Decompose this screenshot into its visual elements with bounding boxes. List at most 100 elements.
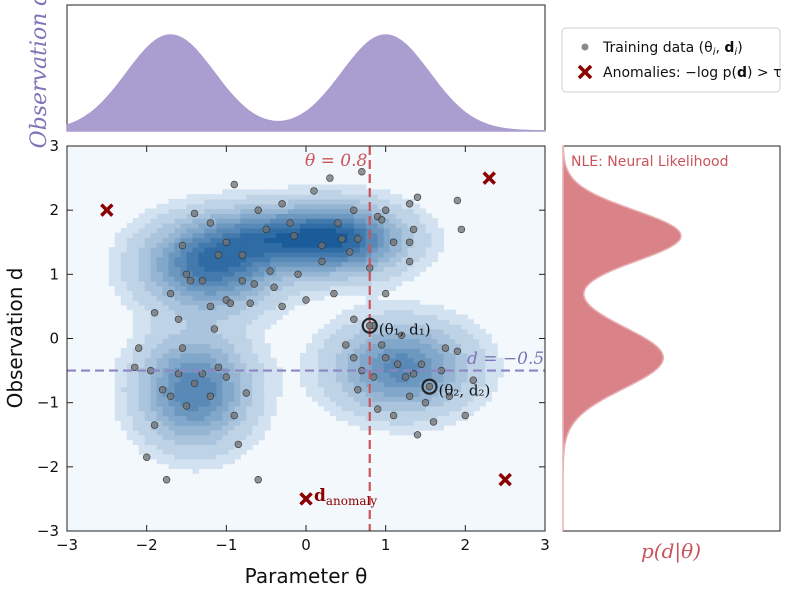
density-cell xyxy=(323,242,331,248)
density-cell xyxy=(359,261,367,267)
density-cell xyxy=(335,280,343,287)
density-cell xyxy=(144,275,152,282)
density-cell xyxy=(383,280,391,287)
density-cell xyxy=(270,357,277,364)
density-cell xyxy=(216,203,223,210)
density-cell xyxy=(192,338,200,344)
density-cell xyxy=(431,223,439,229)
density-cell xyxy=(449,391,456,397)
density-cell xyxy=(156,290,164,296)
density-cell xyxy=(180,295,188,301)
density-cell xyxy=(461,357,468,364)
density-cell xyxy=(311,203,319,210)
density-cell xyxy=(144,285,152,291)
density-cell xyxy=(216,194,223,200)
training-points xyxy=(131,168,477,484)
density-cell xyxy=(168,198,176,205)
density-cell xyxy=(204,275,211,282)
density-cell xyxy=(401,208,409,214)
training-point xyxy=(158,386,167,394)
density-cell xyxy=(479,401,486,407)
density-cell xyxy=(168,251,176,258)
density-cell xyxy=(311,352,319,359)
density-cell xyxy=(264,357,271,364)
density-cell xyxy=(329,247,337,253)
density-cell xyxy=(288,208,295,214)
density-cell xyxy=(353,319,361,325)
density-cell xyxy=(204,319,211,325)
density-cell xyxy=(192,420,200,426)
density-cell xyxy=(395,304,403,311)
density-cell xyxy=(228,194,235,200)
density-cell xyxy=(389,338,397,344)
density-cell xyxy=(335,410,343,417)
density-cell xyxy=(258,333,265,340)
training-point xyxy=(378,216,386,224)
density-cell xyxy=(270,194,277,200)
density-cell xyxy=(389,328,397,335)
density-cell xyxy=(317,271,325,277)
density-cell xyxy=(467,333,474,340)
npe-ylabel: Observation d xyxy=(27,0,52,148)
density-cell xyxy=(186,357,194,364)
density-cell xyxy=(174,237,182,243)
density-cell xyxy=(186,333,194,340)
density-cell xyxy=(228,309,235,316)
density-cell xyxy=(204,444,211,450)
density-cell xyxy=(407,381,415,388)
density-cell xyxy=(371,338,379,344)
density-cell xyxy=(252,275,259,282)
density-cell xyxy=(180,290,188,296)
density-cell xyxy=(449,415,456,421)
density-cell xyxy=(264,405,271,412)
density-cell xyxy=(317,391,325,397)
density-cell xyxy=(419,415,427,421)
density-cell xyxy=(359,309,367,316)
density-cell xyxy=(258,338,265,344)
density-cell xyxy=(180,429,188,436)
training-point xyxy=(417,360,426,368)
density-cell xyxy=(240,261,247,267)
density-cell xyxy=(180,304,188,311)
density-cell xyxy=(425,319,433,325)
density-cell xyxy=(300,357,307,364)
density-cell xyxy=(288,189,295,195)
density-cell xyxy=(282,309,289,316)
density-cell xyxy=(126,223,134,229)
density-cell xyxy=(437,314,445,320)
density-cell xyxy=(162,444,170,450)
density-cell xyxy=(395,251,403,258)
density-cell xyxy=(335,247,343,253)
density-cell xyxy=(186,381,194,388)
density-cell xyxy=(168,348,176,354)
density-cell xyxy=(264,372,271,378)
density-cell xyxy=(180,396,188,402)
density-cell xyxy=(222,352,229,359)
density-cell xyxy=(413,425,421,431)
density-cell xyxy=(114,357,122,364)
density-cell xyxy=(383,415,391,421)
training-point xyxy=(238,251,247,259)
density-cell xyxy=(216,266,223,272)
density-cell xyxy=(258,295,265,301)
density-cell xyxy=(120,266,128,272)
density-cell xyxy=(407,377,415,383)
training-point xyxy=(242,389,251,397)
density-cell xyxy=(443,319,450,325)
density-cell xyxy=(264,425,271,431)
density-cell xyxy=(407,352,415,359)
density-cell xyxy=(329,381,337,388)
density-cell xyxy=(192,463,200,470)
density-cell xyxy=(359,290,367,296)
density-cell xyxy=(252,324,259,330)
density-cell xyxy=(258,261,265,267)
density-cell xyxy=(204,396,211,402)
density-cell xyxy=(150,275,158,282)
density-cell xyxy=(407,247,415,253)
density-cell xyxy=(198,285,206,291)
density-cell xyxy=(198,338,206,344)
density-cell xyxy=(294,295,301,301)
density-cell xyxy=(359,251,367,258)
density-cell xyxy=(479,396,486,402)
density-cell xyxy=(401,242,409,248)
